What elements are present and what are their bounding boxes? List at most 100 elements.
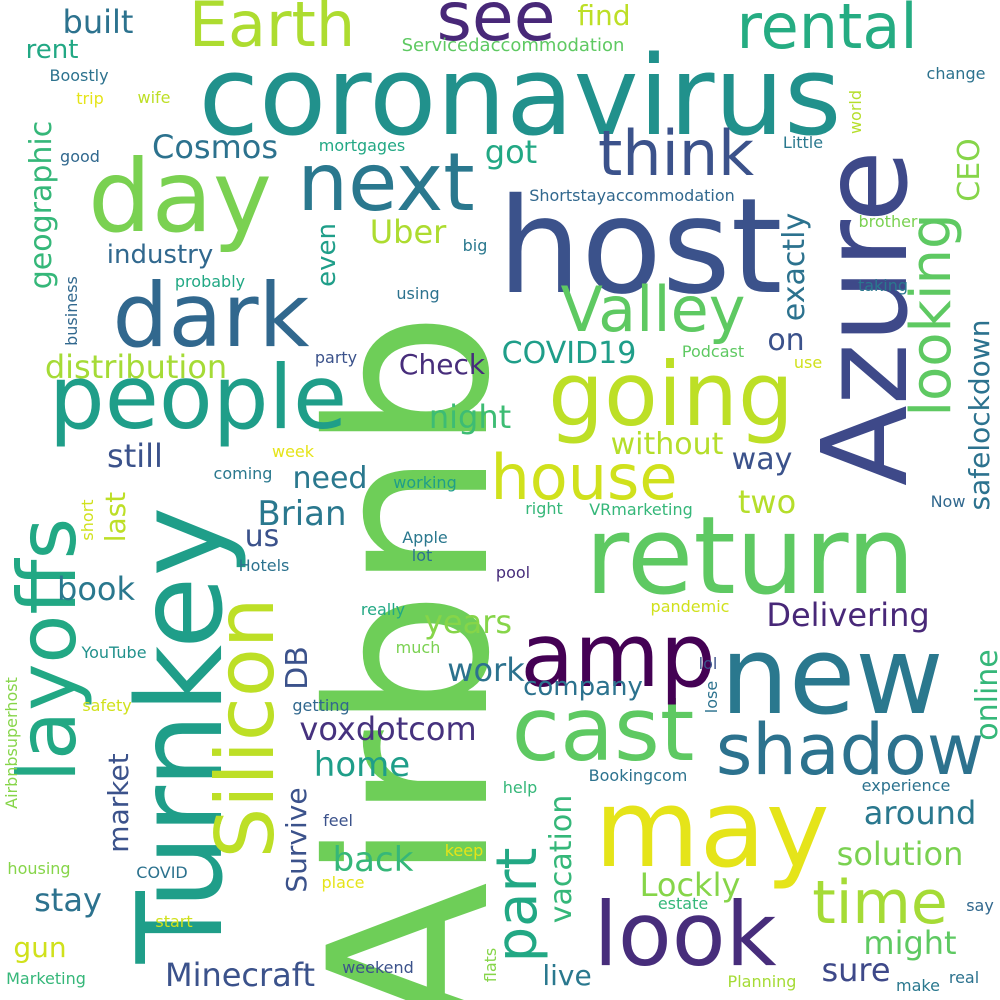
word: sure (821, 951, 891, 989)
word: feel (323, 811, 353, 830)
word: YouTube (81, 643, 147, 662)
word: book (57, 570, 135, 608)
word: Delivering (766, 596, 930, 634)
word: make (896, 976, 940, 995)
word: may (594, 767, 830, 892)
word: people (48, 346, 348, 449)
word: Little (782, 133, 824, 152)
word: lot (411, 546, 433, 565)
word: rental (736, 0, 918, 63)
word: Now (930, 492, 966, 511)
word: dark (112, 264, 310, 367)
word: home (313, 745, 411, 785)
word: distribution (44, 348, 228, 386)
word: might (863, 924, 957, 962)
word: Airbnbsuperhost (2, 677, 21, 809)
word: keep (444, 841, 484, 860)
word: Hotels (238, 556, 290, 575)
word: party (314, 348, 358, 367)
word: lol (698, 654, 718, 673)
word: probably (174, 272, 246, 291)
word: got (484, 133, 538, 171)
word: Planning (727, 972, 797, 991)
word: pandemic (650, 597, 730, 616)
word: geographic (24, 120, 59, 290)
word: return (584, 494, 916, 619)
word: really (360, 600, 406, 619)
word: safety (82, 696, 132, 715)
word: work (447, 651, 525, 689)
word: flats (481, 947, 500, 983)
word: use (793, 353, 823, 372)
word: real (948, 968, 980, 987)
word: mortgages (318, 136, 406, 155)
word: lose (702, 680, 721, 714)
word: weekend (342, 958, 414, 977)
word: on (767, 323, 805, 358)
word: Earth (188, 0, 356, 61)
word: COVID (136, 863, 188, 882)
word: change (926, 64, 986, 83)
word: still (107, 437, 163, 475)
word: getting (292, 696, 350, 715)
word: need (292, 461, 368, 496)
word: DB (280, 646, 315, 690)
word: back (332, 840, 414, 880)
word: Silicon (199, 597, 292, 859)
word: shadow (715, 709, 985, 791)
word: years (423, 603, 513, 641)
word: much (395, 638, 441, 657)
word: without (610, 427, 724, 462)
word: coming (213, 464, 273, 483)
word: coronavirus (198, 32, 842, 160)
word: experience (861, 776, 951, 795)
word: working (393, 473, 457, 492)
word: stay (34, 881, 102, 919)
word: good (60, 147, 100, 166)
word: host (497, 170, 783, 324)
word: world (846, 89, 865, 135)
word: even (312, 223, 342, 287)
word: help (502, 778, 538, 797)
word: two (737, 483, 797, 521)
word: think (597, 117, 755, 190)
word: using (396, 284, 440, 303)
word: find (577, 0, 631, 32)
word: looking (899, 213, 964, 417)
word: gun (13, 931, 67, 964)
word: taking (857, 276, 909, 295)
word: solution (836, 835, 964, 873)
word: Uber (369, 213, 447, 251)
word: say (966, 896, 994, 915)
word: Brian (257, 494, 347, 534)
word: COVID19 (501, 336, 637, 371)
word: big (462, 236, 488, 255)
word: us (244, 519, 280, 554)
word: safelockdown (963, 319, 996, 511)
word: short (78, 499, 97, 541)
word: place (321, 873, 365, 892)
word: company (523, 672, 643, 702)
word: look (593, 883, 777, 986)
word: Boostly (49, 66, 109, 85)
word: start (155, 912, 193, 931)
word: night (428, 398, 512, 436)
word: exactly (777, 212, 812, 322)
word: live (542, 959, 592, 992)
word: pool (495, 563, 531, 582)
word: trip (76, 89, 104, 108)
word: week (271, 442, 315, 461)
word: cast (511, 678, 695, 781)
word: way (731, 442, 793, 477)
word: Podcast (681, 342, 745, 361)
word: see (436, 0, 556, 57)
word: Shortstayaccommodation (529, 186, 735, 205)
word: last (99, 491, 132, 543)
word: business (62, 276, 81, 346)
word: built (62, 3, 134, 41)
word: CEO (952, 138, 987, 202)
word: Lockly (639, 866, 741, 904)
word: right (525, 499, 563, 518)
word: market (102, 753, 135, 853)
